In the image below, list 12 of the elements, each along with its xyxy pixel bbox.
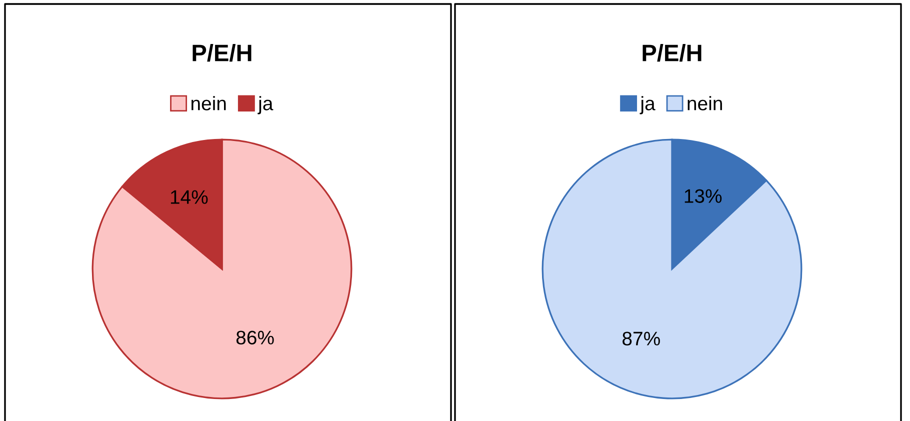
chart-title: P/E/H (642, 44, 702, 62)
pie-slice (542, 138, 802, 400)
data-label: 87% (622, 332, 660, 346)
chart-title: P/E/H (192, 44, 252, 62)
data-label: 86% (236, 330, 274, 344)
legend-label: ja (258, 96, 274, 114)
legend-label: nein (192, 96, 226, 110)
legend-label: nein (688, 96, 722, 110)
pie-slice (92, 138, 352, 400)
data-label: 14% (170, 190, 208, 204)
legend-label: ja (640, 96, 656, 114)
data-label: 13% (684, 189, 722, 203)
